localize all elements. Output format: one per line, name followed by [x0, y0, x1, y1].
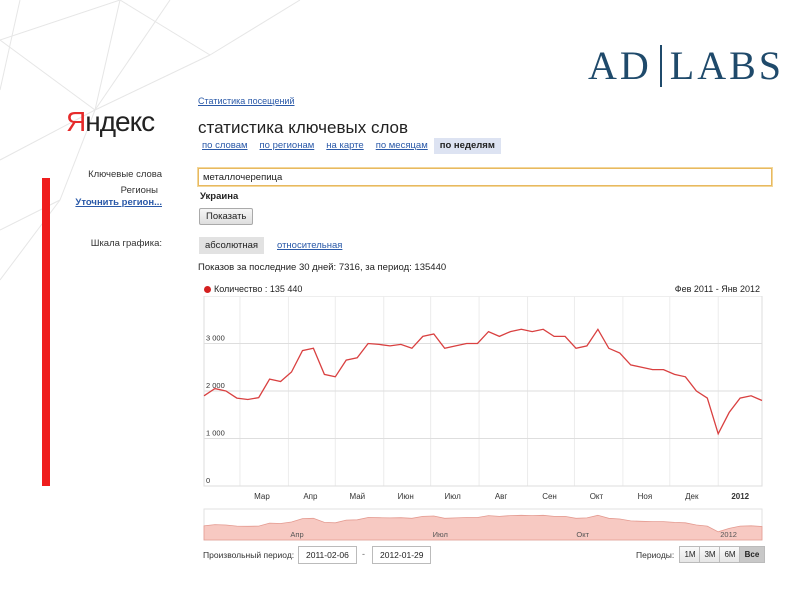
legend-label: Количество : 135 440	[214, 284, 303, 294]
breadcrumb-link[interactable]: Статистика посещений	[198, 96, 295, 106]
navigator-label: Апр	[290, 530, 303, 539]
x-tick-label: Апр	[303, 492, 318, 501]
keywords-label: Ключевые слова	[88, 169, 162, 180]
page-title: статистика ключевых слов	[198, 118, 409, 137]
x-tick-label: Июн	[398, 492, 414, 501]
scale-label: Шкала графика:	[90, 238, 162, 249]
x-tick-label: Сен	[542, 492, 557, 501]
tab-by-regions[interactable]: по регионам	[259, 140, 315, 151]
period-6m-button[interactable]: 6М	[719, 546, 741, 563]
legend-dot-icon	[204, 285, 211, 293]
period-all-button[interactable]: Все	[739, 546, 765, 563]
tab-on-map[interactable]: на карте	[326, 140, 364, 151]
x-tick-label: Дек	[685, 492, 699, 501]
yandex-logo-first-letter: Я	[66, 106, 86, 137]
date-to-field[interactable]: 2012-01-29	[372, 546, 432, 564]
y-tick-label: 2 000	[206, 381, 225, 390]
chart-legend[interactable]: Количество : 135 440	[204, 284, 302, 294]
adlabs-logo: AD LABS	[588, 42, 784, 89]
date-from-field[interactable]: 2011-02-06	[298, 546, 357, 564]
periods-label: Периоды:	[636, 550, 675, 560]
navigator-label: Окт	[576, 530, 589, 539]
accent-red-bar	[42, 178, 50, 486]
period-3m-button[interactable]: 3М	[699, 546, 721, 563]
y-tick-label: 0	[206, 476, 210, 485]
x-tick-label: Авг	[495, 492, 508, 501]
x-tick-label: Ноя	[638, 492, 653, 501]
period-1m-button[interactable]: 1М	[679, 546, 701, 563]
x-tick-label: Мар	[254, 492, 270, 501]
tab-by-words[interactable]: по словам	[202, 140, 248, 151]
yandex-logo[interactable]: Яндекс	[66, 106, 155, 138]
y-tick-label: 1 000	[206, 429, 225, 438]
tab-bar: по словам по регионам на карте по месяца…	[196, 138, 501, 154]
navigator-label: 2012	[720, 530, 737, 539]
refine-region-link[interactable]: Уточнить регион...	[75, 197, 162, 208]
brand-left: AD	[588, 43, 652, 88]
x-tick-label: Июл	[445, 492, 462, 501]
keywords-input[interactable]	[198, 168, 772, 186]
series-line	[203, 328, 763, 436]
custom-period-label: Произвольный период:	[203, 550, 295, 560]
show-button[interactable]: Показать	[199, 208, 254, 225]
region-value: Украина	[200, 191, 239, 202]
period-range: Фев 2011 - Янв 2012	[674, 284, 760, 294]
x-tick-label: Окт	[590, 492, 604, 501]
tab-by-weeks[interactable]: по неделям	[433, 138, 501, 154]
impressions-summary: Показов за последние 30 дней: 7316, за п…	[198, 262, 447, 273]
regions-label: Регионы	[120, 185, 158, 196]
navigator-label: Июл	[433, 530, 448, 539]
y-tick-label: 3 000	[206, 334, 225, 343]
x-tick-label: 2012	[731, 492, 749, 501]
tab-by-months[interactable]: по месяцам	[375, 140, 428, 151]
scale-absolute-button[interactable]: абсолютная	[199, 237, 265, 254]
brand-separator	[659, 44, 662, 87]
navigator-area	[203, 514, 763, 541]
yandex-logo-rest: ндекс	[85, 106, 155, 137]
weekly-chart[interactable]: Мар Апр Май Июн Июл Авг Сен Окт Ноя Дек 2012 0 1 000…	[200, 296, 765, 546]
brand-right: LABS	[669, 43, 785, 88]
x-tick-label: Май	[349, 492, 365, 501]
scale-relative-link[interactable]: относительная	[277, 240, 343, 251]
date-separator: -	[362, 549, 365, 559]
